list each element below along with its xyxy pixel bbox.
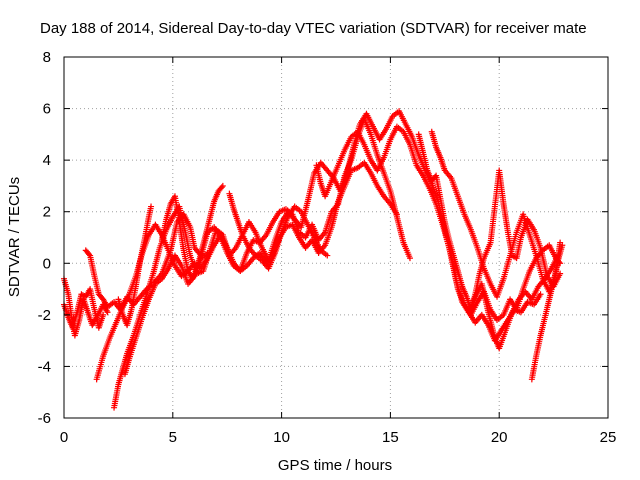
series-trace-13 [528,242,566,383]
y-tick-label: 4 [43,152,51,169]
data-point [104,309,111,316]
y-tick-label: 0 [43,255,51,272]
y-tick-label: -6 [38,410,51,427]
data-point [218,184,225,191]
data-point [393,211,400,218]
data-point [406,255,413,262]
data-point [219,182,226,189]
x-tick-label: 20 [491,429,508,446]
y-tick-label: 2 [43,204,51,221]
x-tick-label: 5 [169,429,177,446]
y-tick-labels: -6 -4 -2 0 2 4 6 8 [38,49,51,427]
plot-frame [63,56,609,419]
y-tick-label: -4 [38,358,51,375]
x-tick-label: 25 [600,429,617,446]
series-trace-14 [465,291,544,344]
x-axis-label: GPS time / hours [278,457,392,474]
y-axis-label: SDTVAR / TECUs [6,177,23,297]
data-point [148,203,155,210]
data-point [100,311,107,318]
chart-title: Day 188 of 2014, Sidereal Day-to-day VTE… [40,20,587,37]
x-tick-labels: 0 5 10 15 20 25 [60,429,617,446]
x-tick-label: 0 [60,429,68,446]
series-trace-8 [158,182,226,282]
x-tick-label: 15 [382,429,399,446]
data-point [324,252,331,259]
axis-ticks [63,56,609,419]
y-tick-label: 6 [43,101,51,118]
data-point [204,249,211,256]
series-trace-12 [428,128,564,300]
series-trace-7 [115,203,155,329]
data-point [537,291,544,298]
data-point [86,251,93,258]
series-trace-2 [61,286,107,331]
data-points [61,108,566,411]
y-tick-label: -2 [38,307,51,324]
data-point [559,242,566,249]
series-trace-9 [226,190,331,272]
series-trace-1 [61,275,111,339]
y-tick-label: 8 [43,49,51,66]
x-tick-label: 10 [273,429,290,446]
